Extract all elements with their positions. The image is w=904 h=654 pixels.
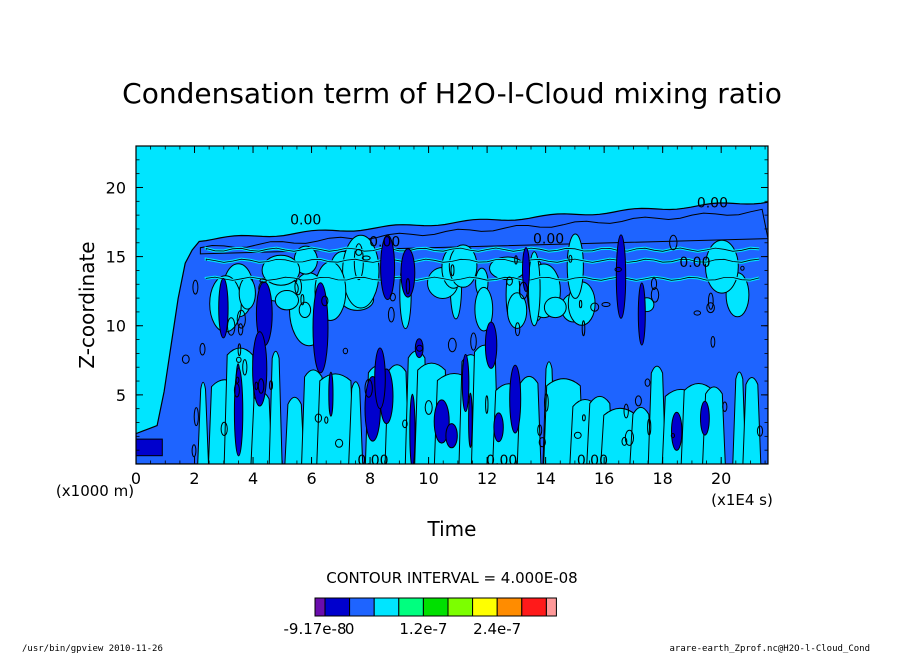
x-tick-label: 18 <box>652 469 672 488</box>
y-axis-label: Z-coordinate <box>75 241 99 368</box>
x-tick-label: 14 <box>535 469 555 488</box>
contour-label: 0.00 <box>290 212 321 228</box>
colorbar-cell <box>349 597 375 617</box>
x-tick-label: 16 <box>594 469 614 488</box>
contour-label: 0.00 <box>357 453 388 469</box>
horizontal-streaks <box>204 246 760 282</box>
plot-frame <box>135 145 769 465</box>
x-tick-label: 0 <box>131 469 141 488</box>
contour-label: 0.00 <box>369 234 400 250</box>
x-axis: 0 2 4 6 8 10 12 14 16 18 20 <box>131 146 766 488</box>
colorbar-label: 1.2e-7 <box>399 620 447 638</box>
y-axis: 5 10 15 20 <box>106 159 768 451</box>
upper-dark-band <box>199 208 768 255</box>
x-tick-label: 6 <box>306 469 316 488</box>
x-tick-label: 20 <box>711 469 731 488</box>
x-tick-label: 4 <box>248 469 258 488</box>
footer-left: /usr/bin/gpview 2010-11-26 <box>22 644 163 654</box>
colorbar-cell <box>398 597 424 617</box>
colorbar-cell <box>472 597 498 617</box>
contour-labels: 0.00 0.00 0.00 0.00 0.00 0.00 0.00 0.00 <box>290 196 728 469</box>
footer-right: arare-earth_Zprof.nc@H2O-l-Cloud_Cond <box>670 644 870 654</box>
contour-label: 0.00 <box>486 453 517 469</box>
colorbar-cell <box>324 597 351 617</box>
x-unit-label: (x1E4 s) <box>711 491 773 509</box>
contour-label: 0.00 <box>577 453 608 469</box>
colorbar-cell <box>521 597 547 617</box>
contour-label: 0.00 <box>533 232 564 248</box>
y-tick-label: 5 <box>116 386 126 405</box>
colorbar-cell <box>447 597 474 617</box>
contour-label: 0.00 <box>679 255 710 271</box>
x-tick-label: 12 <box>477 469 497 488</box>
colorbar-labels: -9.17e-80 1.2e-7 2.4e-7 <box>284 620 522 638</box>
y-unit-label: (x1000 m) <box>56 482 134 500</box>
contour-loops <box>181 234 764 458</box>
plot-area: 0.00 0.00 0.00 0.00 0.00 0.00 0.00 0.00 <box>136 146 768 469</box>
colorbar <box>314 597 557 617</box>
y-tick-label: 15 <box>106 248 126 267</box>
colorbar-label: -9.17e-8 <box>284 620 347 638</box>
colorbar-cell <box>373 597 400 617</box>
x-tick-label: 8 <box>365 469 375 488</box>
x-tick-label: 2 <box>189 469 199 488</box>
y-tick-label: 20 <box>106 178 126 197</box>
x-axis-label: Time <box>427 517 477 541</box>
colorbar-cell <box>496 597 523 617</box>
contour-label: 0.00 <box>697 196 728 212</box>
chart-title: Condensation term of H2O-l-Cloud mixing … <box>122 77 782 110</box>
colorbar-cell <box>545 597 557 617</box>
colorbar-label: 0 <box>345 620 355 638</box>
contour-interval-text: CONTOUR INTERVAL = 4.000E-08 <box>326 569 577 587</box>
colorbar-cell <box>314 597 326 617</box>
colorbar-cell <box>422 597 449 617</box>
colorbar-label: 2.4e-7 <box>473 620 521 638</box>
x-tick-label: 10 <box>418 469 438 488</box>
y-tick-label: 10 <box>106 317 126 336</box>
